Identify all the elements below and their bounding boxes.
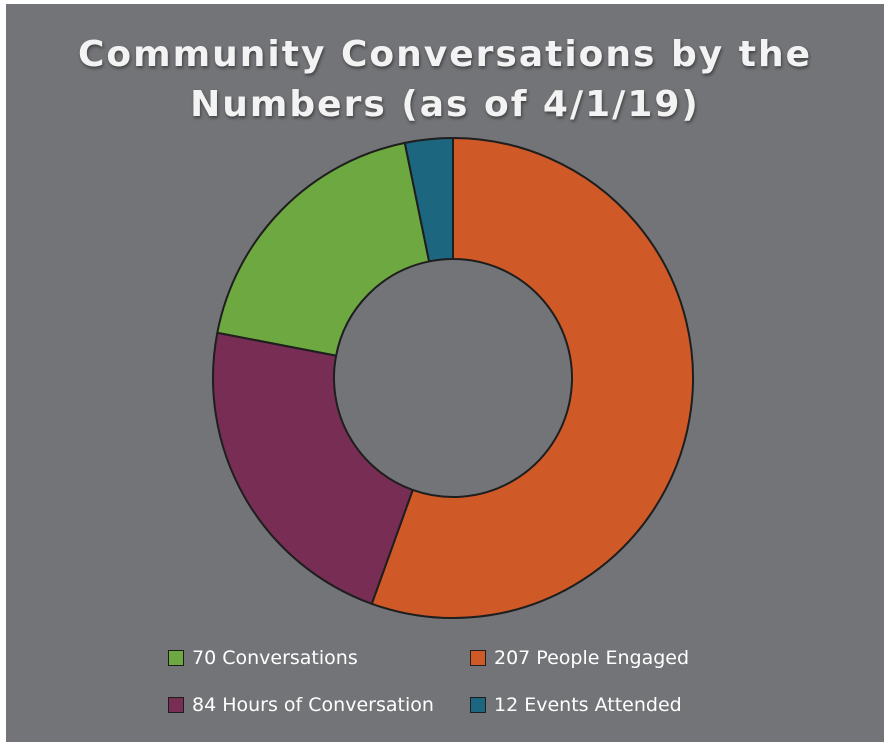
donut-chart	[212, 137, 694, 619]
legend-swatch-conversations	[168, 650, 184, 666]
chart-title-line-2: Numbers (as of 4/1/19)	[190, 84, 700, 125]
legend-item-people-engaged: 207 People Engaged	[470, 647, 689, 669]
legend-label-people-engaged: 207 People Engaged	[494, 647, 690, 669]
legend-label-conversations: 70 Conversations	[192, 647, 358, 669]
donut-slice-207-people-engaged	[370, 137, 694, 619]
legend-label-hours-of-conversation: 84 Hours of Conversation	[192, 694, 434, 716]
legend-item-events-attended: 12 Events Attended	[470, 694, 682, 716]
legend-swatch-events-attended	[470, 697, 486, 713]
legend-item-hours-of-conversation: 84 Hours of Conversation	[168, 694, 434, 716]
chart-title: Community Conversations by the Numbers (…	[6, 30, 884, 130]
chart-title-line-1: Community Conversations by the	[77, 34, 812, 75]
legend-swatch-people-engaged	[470, 650, 486, 666]
legend-label-events-attended: 12 Events Attended	[494, 694, 682, 716]
donut-slice-84-hours-of-conversation	[212, 331, 414, 605]
chart-panel: Community Conversations by the Numbers (…	[6, 4, 884, 742]
legend-swatch-hours-of-conversation	[168, 697, 184, 713]
donut-slice-12-events-attended	[403, 137, 454, 263]
legend-item-conversations: 70 Conversations	[168, 647, 358, 669]
donut-slice-70-conversations	[216, 141, 431, 357]
donut-slices	[212, 137, 694, 619]
